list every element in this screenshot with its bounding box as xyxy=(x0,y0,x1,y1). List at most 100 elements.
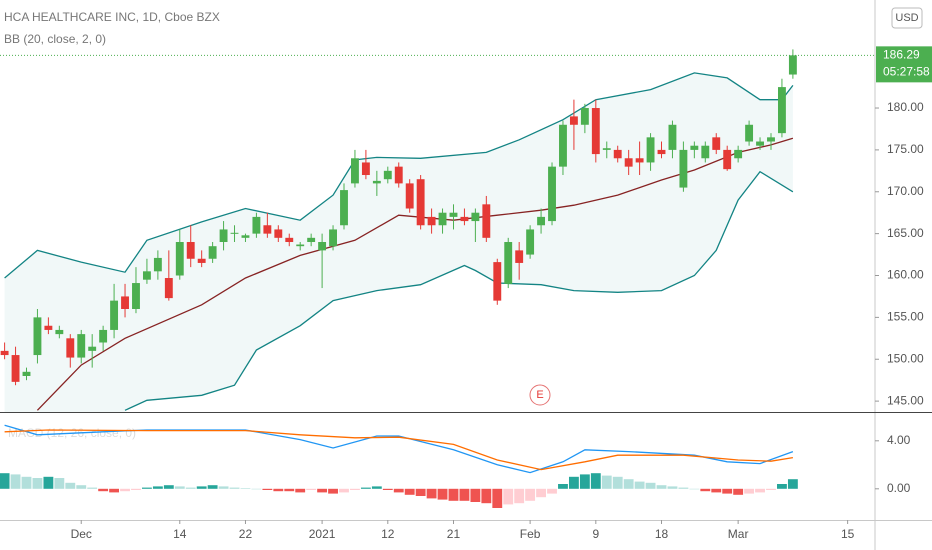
histogram-bar xyxy=(590,473,601,489)
candle-body xyxy=(668,124,677,150)
y-tick-label: 165.00 xyxy=(887,226,924,240)
currency[interactable]: USD xyxy=(895,12,918,24)
x-tick-label: 12 xyxy=(381,527,395,541)
histogram-bar xyxy=(689,488,700,490)
histogram-bar xyxy=(568,476,579,489)
histogram-bar xyxy=(174,486,185,489)
candle-body xyxy=(164,278,173,299)
candle-body xyxy=(427,216,436,226)
event-circle[interactable] xyxy=(529,384,551,406)
histogram-bar xyxy=(109,488,120,493)
histogram-bar xyxy=(404,488,415,495)
histogram-bar xyxy=(196,486,207,489)
histogram-bar xyxy=(448,488,459,501)
x-tick-label: Feb xyxy=(520,527,541,541)
histogram-bar xyxy=(711,488,722,493)
histogram-bar xyxy=(328,488,338,494)
candle-body xyxy=(591,108,600,155)
histogram-bar xyxy=(262,488,273,490)
histogram-bar xyxy=(87,487,98,489)
candle-body xyxy=(777,87,786,134)
band-line xyxy=(4,72,794,279)
histogram-bar xyxy=(437,488,448,500)
candle-body xyxy=(383,170,392,180)
candle-body xyxy=(602,148,611,150)
candle-body xyxy=(22,371,31,376)
histogram-bar xyxy=(185,487,196,489)
histogram-bar xyxy=(733,488,744,495)
chart-title: HCA HEALTHCARE INC, 1D, Cboe BZX xyxy=(4,10,220,24)
histogram-bar xyxy=(295,488,306,493)
histogram-bar xyxy=(360,487,371,489)
histogram-bar xyxy=(558,484,568,489)
currency-box[interactable] xyxy=(891,7,923,29)
candle-body xyxy=(110,300,119,330)
candle-body xyxy=(756,141,764,146)
histogram-bar xyxy=(207,485,218,489)
candle-body xyxy=(624,158,633,167)
y-tick-label: 170.00 xyxy=(887,184,924,198)
candle-body xyxy=(657,149,666,155)
histogram-bar xyxy=(536,488,546,498)
candle-body xyxy=(296,244,305,247)
histogram-bar xyxy=(459,488,470,501)
candle-body xyxy=(285,237,294,243)
histogram-bar xyxy=(656,485,667,489)
x-tick-label: 14 xyxy=(173,527,187,541)
candle-body xyxy=(471,212,480,222)
indicator-label: BB (20, close, 2, 0) xyxy=(4,32,106,46)
x-tick-label: 9 xyxy=(592,527,599,541)
candle-body xyxy=(613,149,622,159)
candle-body xyxy=(679,149,688,188)
histogram-bar xyxy=(240,488,251,489)
candle-body xyxy=(33,317,42,356)
candle-body xyxy=(405,183,414,209)
candle-body xyxy=(252,216,261,234)
candle-body xyxy=(449,212,458,217)
histogram-bar xyxy=(667,486,678,489)
candle-body xyxy=(416,179,425,226)
histogram-bar xyxy=(766,488,776,490)
candle-body xyxy=(745,124,754,142)
histogram-bar xyxy=(382,488,393,490)
candle-body xyxy=(208,246,217,259)
macd-line xyxy=(4,429,794,471)
histogram-bar xyxy=(481,488,492,504)
histogram-bar xyxy=(350,488,360,490)
histogram-bar xyxy=(251,488,262,490)
candle-body xyxy=(241,235,250,238)
candle-body xyxy=(569,116,578,125)
countdown-label: 05:27:58 xyxy=(883,65,930,79)
y-tick-label: 180.00 xyxy=(887,100,924,114)
candle-body xyxy=(394,166,403,184)
candle-body xyxy=(767,137,775,142)
y-tick-label: 145.00 xyxy=(887,393,924,407)
x-tick-label: 2021 xyxy=(309,527,336,541)
histogram-bar xyxy=(120,488,130,492)
candle-body xyxy=(460,216,469,222)
band-fill xyxy=(4,72,793,412)
candle-body xyxy=(186,242,195,259)
histogram-bar xyxy=(700,488,711,492)
candle-body xyxy=(788,55,797,75)
histogram-bar xyxy=(65,482,76,489)
candle-body xyxy=(307,237,316,243)
candle-body xyxy=(548,166,556,222)
candle-body xyxy=(712,137,721,150)
price-pane xyxy=(0,49,797,412)
histogram-bar xyxy=(547,488,557,494)
histogram-bar xyxy=(678,487,689,489)
candle-body xyxy=(121,296,129,309)
histogram-bar xyxy=(722,488,733,494)
candle-body xyxy=(734,149,743,159)
candle-body xyxy=(723,149,732,170)
candle-body xyxy=(197,258,206,263)
candle-body xyxy=(372,180,381,184)
event-marker[interactable]: E xyxy=(536,389,543,401)
histogram-bar xyxy=(32,478,43,489)
candle-body xyxy=(526,229,535,255)
histogram-bar xyxy=(43,476,54,489)
histogram-bar xyxy=(229,487,240,489)
candle-body xyxy=(504,242,513,284)
histogram-bar xyxy=(514,488,525,504)
